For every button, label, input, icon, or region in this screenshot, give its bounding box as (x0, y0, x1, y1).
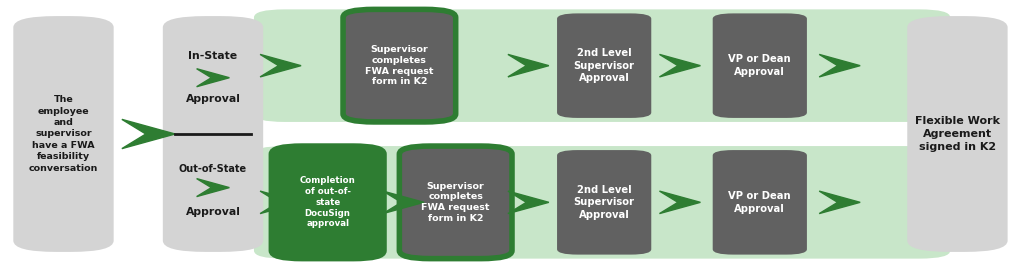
Polygon shape (197, 69, 229, 87)
FancyBboxPatch shape (343, 9, 456, 122)
FancyBboxPatch shape (907, 16, 1008, 252)
Text: Completion
of out-of-
state
DocuSign
approval: Completion of out-of- state DocuSign app… (300, 176, 355, 228)
Polygon shape (260, 191, 301, 214)
Text: VP or Dean
Approval: VP or Dean Approval (728, 54, 792, 77)
Text: The
employee
and
supervisor
have a FWA
feasibility
conversation: The employee and supervisor have a FWA f… (29, 95, 98, 173)
FancyBboxPatch shape (557, 150, 651, 255)
Polygon shape (819, 191, 860, 214)
Polygon shape (197, 178, 229, 197)
Polygon shape (383, 191, 424, 214)
Polygon shape (122, 119, 175, 149)
Text: Flexible Work
Agreement
signed in K2: Flexible Work Agreement signed in K2 (914, 116, 1000, 152)
Text: 2nd Level
Supervisor
Approval: 2nd Level Supervisor Approval (573, 185, 635, 220)
Polygon shape (508, 54, 549, 77)
Text: Supervisor
completes
FWA request
form in K2: Supervisor completes FWA request form in… (366, 45, 433, 86)
Text: 2nd Level
Supervisor
Approval: 2nd Level Supervisor Approval (573, 48, 635, 83)
FancyBboxPatch shape (13, 16, 114, 252)
Text: VP or Dean
Approval: VP or Dean Approval (728, 191, 792, 214)
FancyBboxPatch shape (399, 146, 512, 259)
FancyBboxPatch shape (254, 9, 950, 122)
Polygon shape (260, 54, 301, 77)
Text: Approval: Approval (185, 207, 241, 217)
FancyBboxPatch shape (271, 146, 384, 259)
Polygon shape (659, 191, 700, 214)
FancyBboxPatch shape (163, 16, 263, 252)
Text: In-State: In-State (188, 51, 238, 61)
FancyBboxPatch shape (254, 146, 950, 259)
FancyBboxPatch shape (557, 13, 651, 118)
Text: Out-of-State: Out-of-State (179, 164, 247, 174)
Polygon shape (659, 54, 700, 77)
Text: Approval: Approval (185, 94, 241, 104)
Polygon shape (819, 54, 860, 77)
FancyBboxPatch shape (713, 150, 807, 255)
FancyBboxPatch shape (713, 13, 807, 118)
Text: Supervisor
completes
FWA request
form in K2: Supervisor completes FWA request form in… (422, 182, 489, 223)
Polygon shape (508, 191, 549, 214)
